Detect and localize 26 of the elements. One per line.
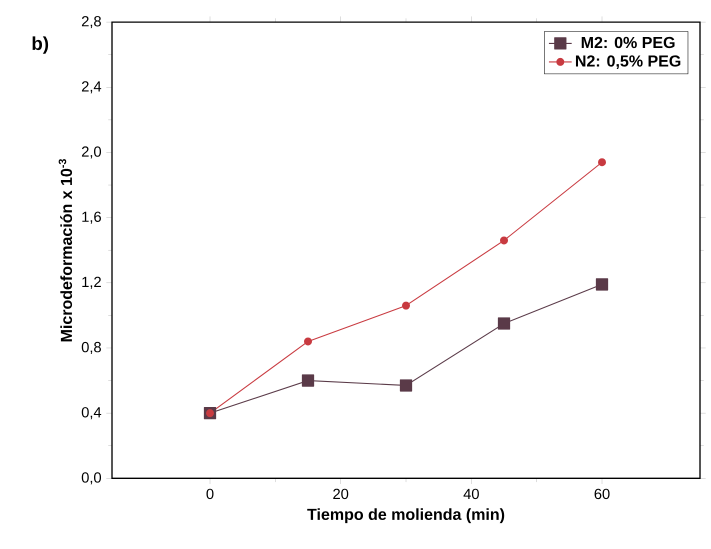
point	[498, 317, 510, 330]
point	[500, 236, 508, 244]
point	[304, 337, 312, 346]
x-tick-label: 20	[333, 488, 348, 500]
point	[302, 374, 314, 387]
legend-label: N2: 0,5% PEG	[576, 55, 680, 69]
x-tick-label: 0	[206, 488, 214, 500]
y-tick-label: 0,0	[82, 472, 102, 484]
y-axis-title: Microdeformación x 10$^{-3}$	[58, 159, 72, 342]
y-tick-label: 0,4	[82, 407, 102, 420]
point	[598, 158, 606, 166]
y-tick-label: 2,4	[82, 81, 102, 94]
x-tick-label: 40	[464, 488, 479, 500]
point	[402, 302, 410, 310]
point	[206, 409, 214, 418]
y-tick-label: 1,6	[82, 212, 101, 224]
point	[596, 278, 608, 291]
y-tick-label: 1,2	[82, 276, 101, 289]
y-tick-label: 0,8	[82, 342, 101, 354]
legend-label: M2: 0% PEG	[582, 36, 675, 48]
point	[400, 379, 412, 392]
x-axis-title: Tiempo de molienda (min)	[307, 508, 504, 524]
y-tick-label: 2,0	[82, 146, 102, 159]
x-tick-label: 60	[594, 488, 610, 500]
text: b)	[32, 36, 48, 54]
y-tick-label: 2,8	[82, 16, 101, 28]
